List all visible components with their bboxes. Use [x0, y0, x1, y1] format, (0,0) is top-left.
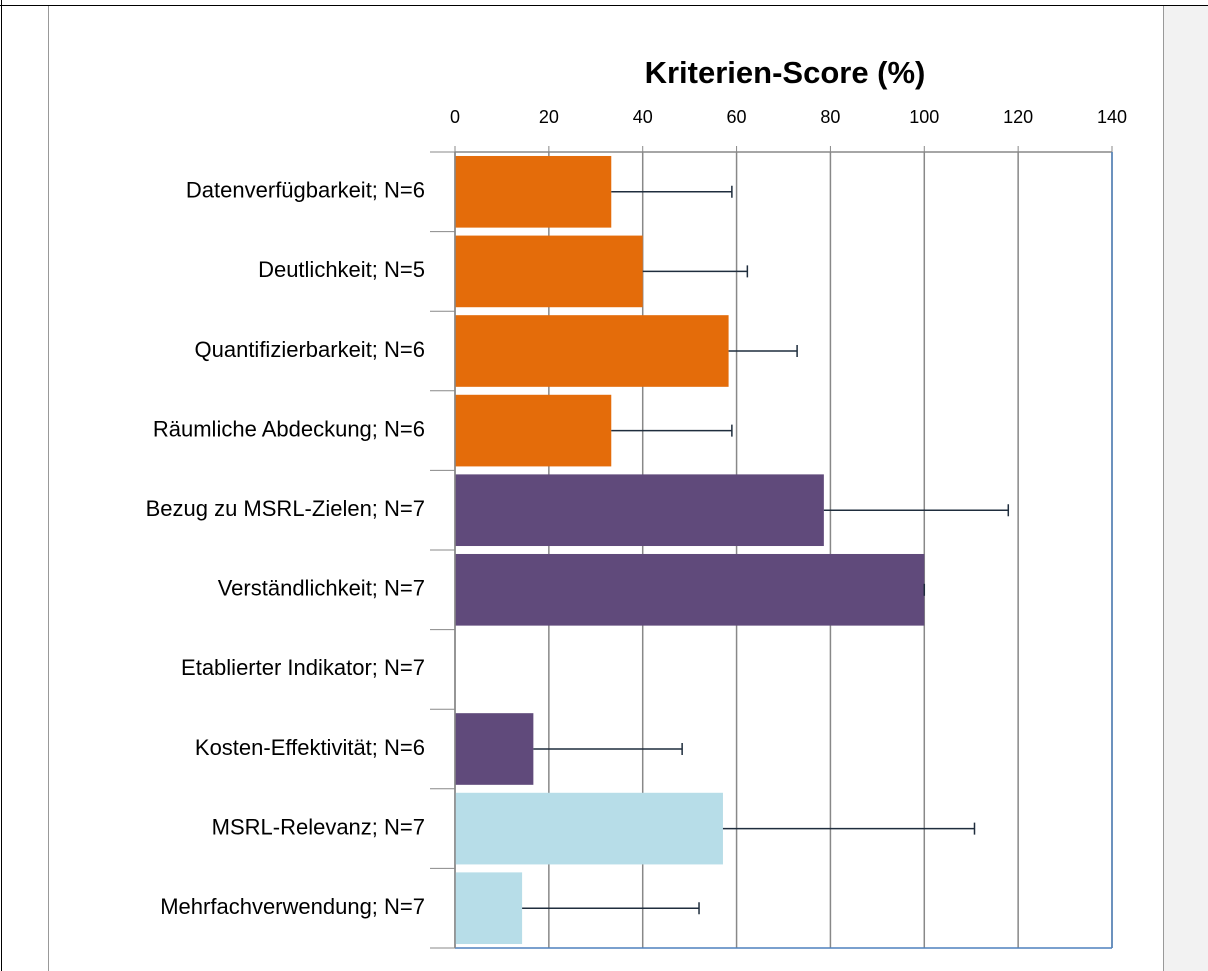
y-tick-label: Datenverfügbarkeit; N=6	[186, 178, 425, 203]
x-tick-label: 0	[450, 107, 460, 127]
bar	[455, 155, 612, 228]
y-tick-label: Verständlichkeit; N=7	[218, 576, 425, 601]
error-bar	[611, 424, 733, 437]
y-tick-label: Deutlichkeit; N=5	[258, 257, 425, 282]
x-tick-label: 100	[909, 107, 939, 127]
error-bar	[522, 902, 700, 915]
y-tick-label: Räumliche Abdeckung; N=6	[153, 416, 425, 441]
side-panel	[1164, 6, 1208, 971]
x-tick-label: 80	[820, 107, 840, 127]
x-tick-label: 140	[1097, 107, 1127, 127]
bar	[455, 713, 534, 785]
chart-title: Kriterien-Score (%)	[645, 55, 926, 90]
error-bar	[823, 504, 1010, 517]
bar	[455, 235, 643, 308]
y-tick-label: Kosten-Effektivität; N=6	[195, 735, 425, 760]
x-tick-label: 20	[539, 107, 559, 127]
y-tick-label: Bezug zu MSRL-Zielen; N=7	[146, 496, 425, 521]
bar	[455, 872, 523, 945]
bar	[455, 792, 723, 865]
x-tick-label: 120	[1003, 107, 1033, 127]
bar	[455, 553, 925, 626]
error-bar	[728, 345, 798, 357]
error-bar	[611, 185, 733, 198]
bar	[455, 394, 612, 467]
error-bar	[722, 822, 976, 835]
y-tick-label: MSRL-Relevanz; N=7	[212, 814, 425, 839]
y-tick-label: Mehrfachverwendung; N=7	[160, 894, 425, 919]
x-tick-label: 40	[633, 107, 653, 127]
bar	[455, 315, 729, 387]
y-tick-label: Quantifizierbarkeit; N=6	[195, 337, 426, 362]
y-tick-label: Etablierter Indikator; N=7	[181, 655, 425, 680]
x-tick-label: 60	[727, 107, 747, 127]
error-bar	[642, 265, 749, 278]
bar	[455, 474, 824, 547]
error-bar	[533, 743, 683, 755]
